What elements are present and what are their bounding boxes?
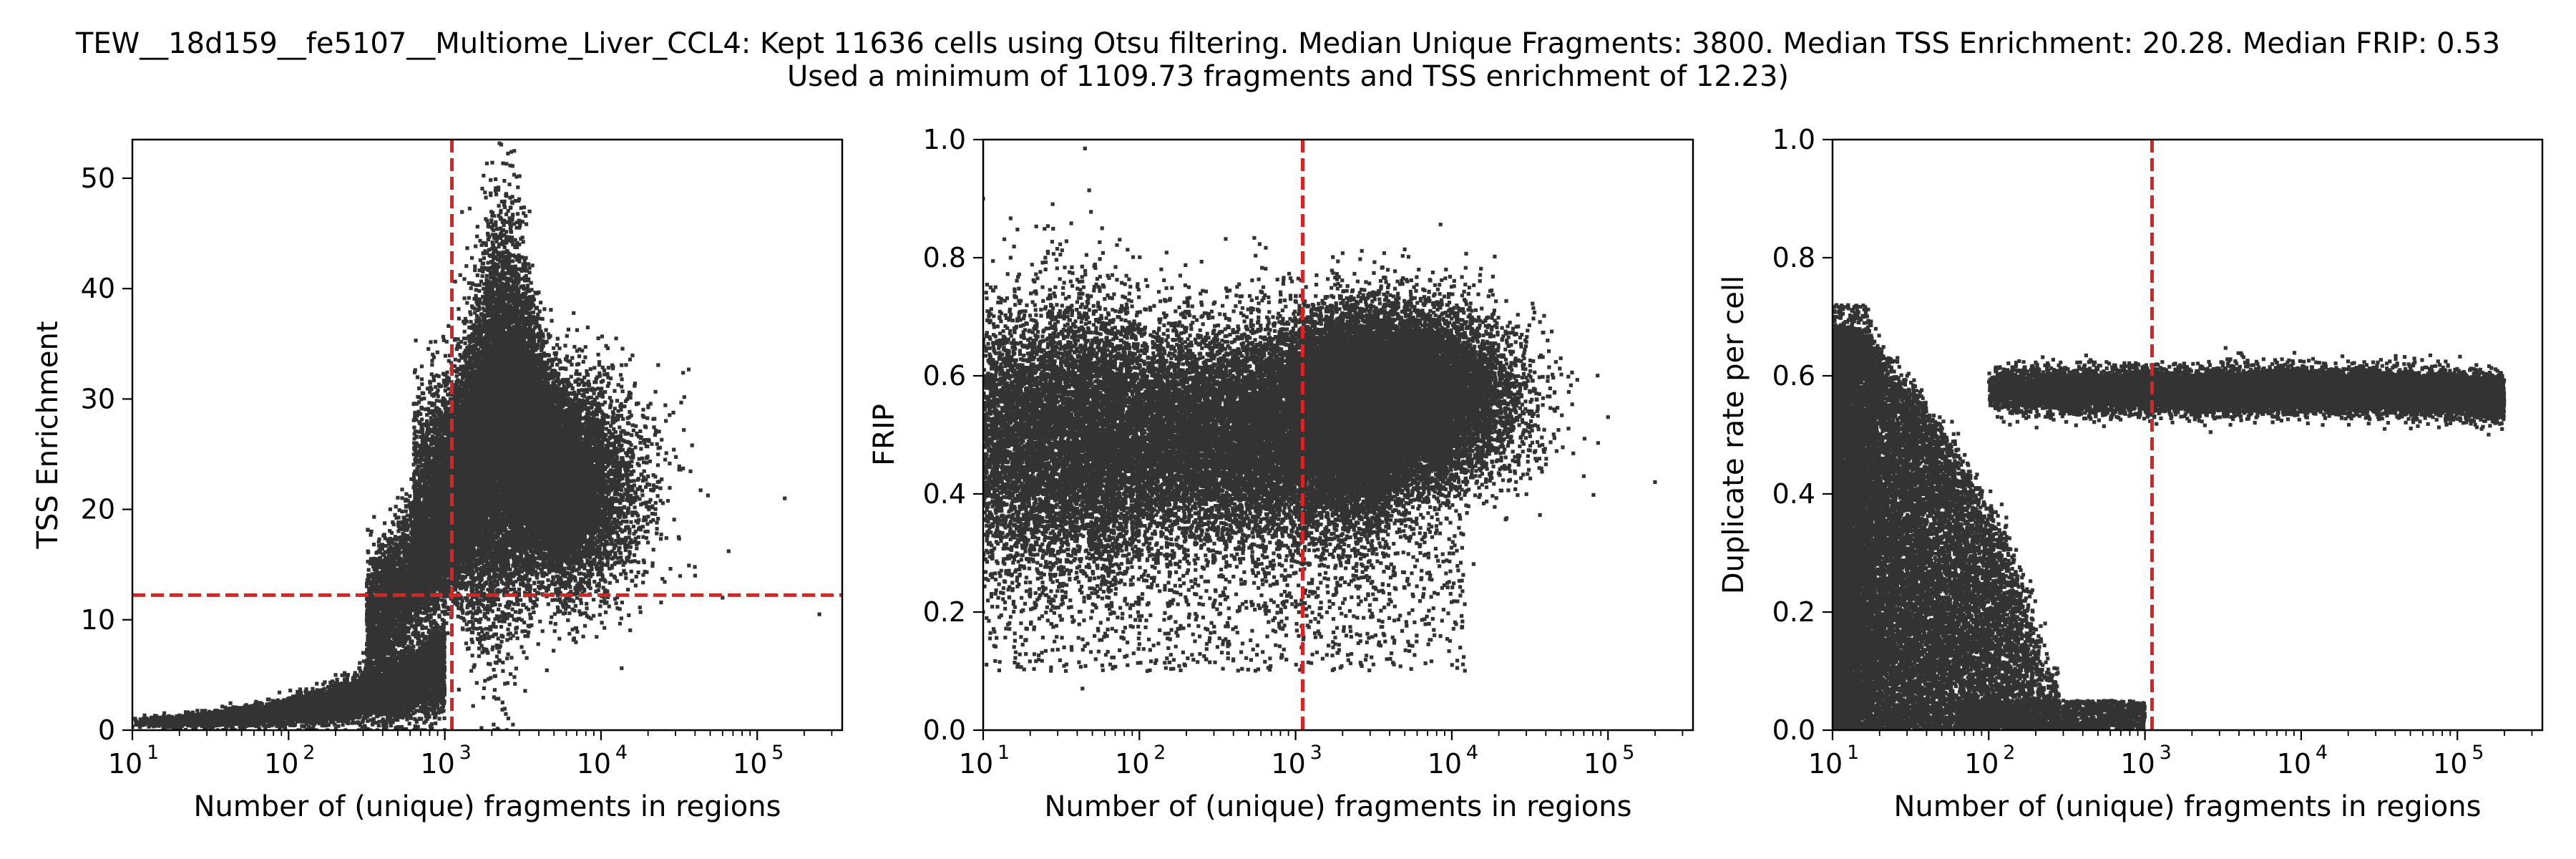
x-tick-exponent: 3 xyxy=(2160,742,2172,764)
x-tick-label: 10 xyxy=(1115,748,1149,780)
panel-2: 10 1 10 2 10 3 10 4 10 50.00.20.40.60.81.0Number … xyxy=(868,124,1693,823)
y-tick-label: 0.0 xyxy=(923,714,966,746)
x-tick-exponent: 2 xyxy=(2003,742,2015,764)
y-tick-label: 1.0 xyxy=(923,124,966,155)
x-tick-exponent: 1 xyxy=(147,742,159,764)
x-tick-label: 10 xyxy=(577,748,611,780)
x-tick-label: 10 xyxy=(1964,748,1999,780)
x-tick-exponent: 5 xyxy=(1622,742,1634,764)
x-tick-exponent: 3 xyxy=(459,742,472,764)
y-tick-label: 0 xyxy=(98,714,115,746)
x-tick-label: 10 xyxy=(1428,748,1462,780)
x-tick-exponent: 3 xyxy=(1310,742,1322,764)
y-tick-label: 0.2 xyxy=(923,596,966,628)
scatter-points xyxy=(981,147,1657,691)
x-tick-exponent: 4 xyxy=(2316,742,2328,764)
y-tick-label: 0.6 xyxy=(1772,360,1815,392)
y-tick-label: 40 xyxy=(81,273,115,304)
x-tick-label: 10 xyxy=(1808,748,1843,780)
x-tick-label: 10 xyxy=(420,748,454,780)
y-axis-label: Duplicate rate per cell xyxy=(1717,276,1750,594)
panel-3: 10 1 10 2 10 3 10 4 10 50.00.20.40.60.81.0Number … xyxy=(1717,124,2542,823)
x-axis-label: Number of (unique) fragments in regions xyxy=(1894,790,2482,823)
y-tick-label: 0.8 xyxy=(923,242,966,273)
y-tick-label: 50 xyxy=(81,162,115,194)
scatter-points xyxy=(1830,304,2506,732)
x-tick-label: 10 xyxy=(2433,748,2467,780)
y-tick-label: 1.0 xyxy=(1772,124,1815,155)
y-tick-label: 0.4 xyxy=(923,478,966,510)
x-tick-exponent: 2 xyxy=(1153,742,1166,764)
y-tick-label: 30 xyxy=(81,383,115,414)
x-tick-label: 10 xyxy=(108,748,142,780)
x-tick-label: 10 xyxy=(959,748,993,780)
x-tick-label: 10 xyxy=(733,748,767,780)
scatter-points xyxy=(130,107,821,732)
x-tick-label: 10 xyxy=(2120,748,2155,780)
y-axis-label: TSS Enrichment xyxy=(31,321,64,549)
x-tick-label: 10 xyxy=(1584,748,1618,780)
x-tick-exponent: 4 xyxy=(615,742,628,764)
x-tick-label: 10 xyxy=(2277,748,2311,780)
x-tick-exponent: 1 xyxy=(997,742,1010,764)
x-tick-label: 10 xyxy=(1271,748,1305,780)
x-tick-exponent: 4 xyxy=(1466,742,1478,764)
x-tick-exponent: 1 xyxy=(1847,742,1859,764)
x-tick-label: 10 xyxy=(264,748,298,780)
x-tick-exponent: 2 xyxy=(303,742,315,764)
x-axis-label: Number of (unique) fragments in regions xyxy=(194,790,781,823)
y-tick-label: 0.6 xyxy=(923,360,966,392)
y-tick-label: 0.8 xyxy=(1772,242,1815,273)
y-tick-label: 20 xyxy=(81,494,115,525)
y-tick-label: 0.4 xyxy=(1772,478,1815,510)
y-tick-label: 10 xyxy=(81,604,115,636)
x-axis-label: Number of (unique) fragments in regions xyxy=(1045,790,1632,823)
x-tick-exponent: 5 xyxy=(2472,742,2484,764)
y-tick-label: 0.0 xyxy=(1772,714,1815,746)
x-tick-exponent: 5 xyxy=(771,742,784,764)
y-axis-label: FRIP xyxy=(868,404,901,466)
y-tick-label: 0.2 xyxy=(1772,596,1815,628)
